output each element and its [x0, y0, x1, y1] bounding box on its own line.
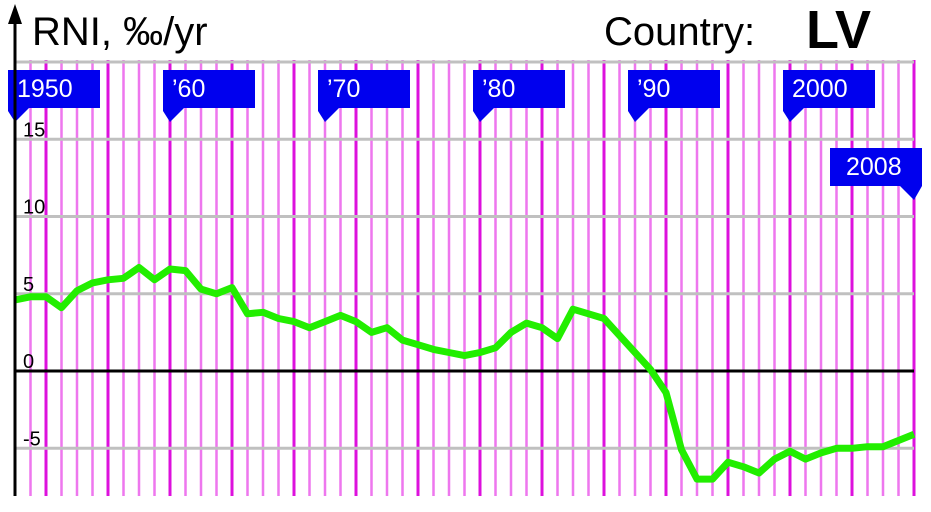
flag-shape	[473, 70, 565, 122]
flag-shape	[318, 70, 410, 122]
y-tick-label: 5	[23, 274, 34, 296]
decade-flags: 1950 ’60 ’70 ’80 ’90 2000 2008	[8, 70, 922, 200]
chart-title: RNI, ‰/yr	[32, 10, 208, 54]
decade-flag-1970: ’70	[318, 70, 410, 122]
flag-shape	[830, 148, 922, 200]
y-axis-arrow-icon	[8, 4, 22, 24]
y-tick-label: 0	[23, 351, 34, 373]
decade-flag-1980: ’80	[473, 70, 565, 122]
decade-flag-2000: 2000	[783, 70, 875, 122]
flag-label: ’90	[637, 75, 670, 103]
y-tick-label: 15	[23, 119, 45, 141]
value-gridlines	[15, 60, 914, 450]
country-label: Country:	[604, 10, 755, 54]
flag-label: 2000	[792, 75, 848, 103]
decade-flag-1960: ’60	[163, 70, 255, 122]
y-tick-label: -5	[23, 428, 41, 450]
flag-shape	[783, 70, 875, 122]
country-code: LV	[806, 0, 871, 60]
flag-label: ’70	[327, 75, 360, 103]
decade-flag-1990: ’90	[628, 70, 720, 122]
year-gridlines	[13, 60, 916, 496]
flag-shape	[8, 70, 100, 122]
flag-shape	[163, 70, 255, 122]
flag-label: ’80	[482, 75, 515, 103]
rni-series-line	[14, 264, 916, 483]
decade-flag-2008: 2008	[830, 148, 922, 200]
decade-flag-1950: 1950	[8, 70, 100, 122]
y-tick-labels: -5 0 5 10 15	[23, 119, 45, 450]
flag-label: 1950	[17, 75, 73, 103]
flag-label: 2008	[846, 153, 902, 181]
flag-shape	[628, 70, 720, 122]
y-tick-label: 10	[23, 197, 45, 219]
flag-label: ’60	[172, 75, 205, 103]
